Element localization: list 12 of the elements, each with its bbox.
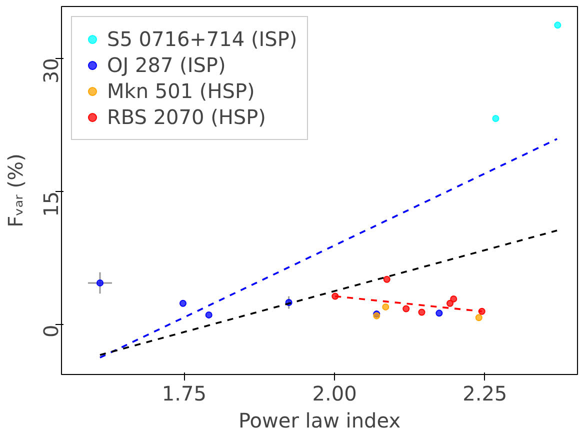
x-tick-label: 2.00 <box>312 382 357 406</box>
legend-label: RBS 2070 (HSP) <box>107 105 266 129</box>
y-tick-label: 0 <box>39 324 63 338</box>
x-axis-title: Power law index <box>238 408 401 432</box>
y-axis-title: Fᵥₐᵣ (%) <box>4 154 28 228</box>
legend-label: Mkn 501 (HSP) <box>107 79 255 103</box>
x-tick-label: 1.75 <box>162 382 206 406</box>
y-tick-label: 30 <box>39 58 63 84</box>
legend-label: S5 0716+714 (ISP) <box>107 27 298 51</box>
legend-label: OJ 287 (ISP) <box>107 53 226 77</box>
x-tick-label: 2.25 <box>462 382 508 406</box>
y-tick-label: 15 <box>39 191 63 217</box>
